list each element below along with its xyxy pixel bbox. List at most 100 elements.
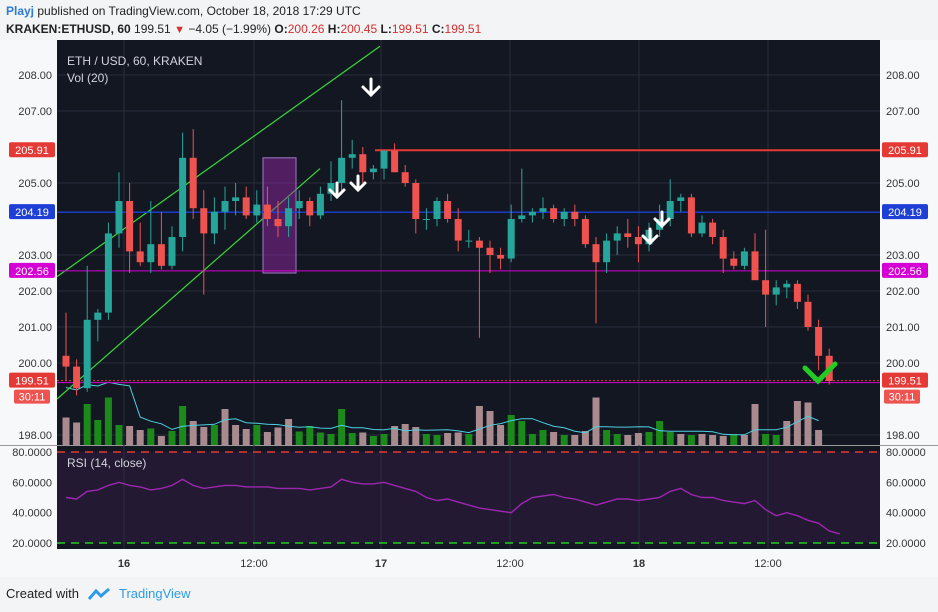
- price-tick-left: 198.00: [18, 430, 52, 442]
- volume-bar: [528, 434, 536, 445]
- candle-body: [62, 355, 70, 367]
- price-chart[interactable]: 198.00 198.00 200.00 200.00 201.00 201.00 202.…: [0, 0, 938, 580]
- candle-body: [401, 172, 409, 183]
- level-label-right-bg: [882, 372, 928, 388]
- volume-bar: [380, 434, 388, 445]
- volume-bar: [306, 426, 314, 445]
- candle-body: [104, 233, 112, 313]
- volume-bar: [497, 425, 505, 445]
- volume-bar: [94, 420, 102, 445]
- rsi-legend: RSI (14, close): [67, 456, 146, 470]
- volume-bar: [560, 435, 568, 445]
- volume-bar: [179, 406, 187, 445]
- volume-bar: [762, 434, 770, 445]
- rsi-pane: [57, 451, 880, 544]
- candle-body: [560, 211, 568, 219]
- candle-body: [380, 150, 388, 169]
- candle-body: [115, 201, 123, 234]
- candle-body: [465, 240, 473, 242]
- volume-bar: [486, 411, 494, 445]
- volume-bar: [295, 431, 303, 445]
- price-tick-right: 201.00: [886, 322, 920, 334]
- right-axis: [880, 40, 938, 549]
- volume-bar: [645, 432, 653, 445]
- price-tick-left: 203.00: [18, 250, 52, 262]
- close-value: 199.51: [444, 22, 482, 36]
- volume-bar: [62, 417, 70, 445]
- candle-body: [295, 201, 303, 209]
- volume-bar: [242, 429, 250, 445]
- candle-body: [316, 193, 324, 216]
- candle-body: [422, 219, 430, 220]
- volume-bar: [709, 435, 717, 445]
- volume-bar: [687, 435, 695, 445]
- symbol-name: KRAKEN:ETHUSD, 60: [6, 22, 131, 36]
- rsi-band: [57, 452, 880, 543]
- candle-body: [793, 283, 801, 302]
- volume-bar: [348, 433, 356, 445]
- sell-arrow-icon: [361, 77, 381, 98]
- high-label: H:: [327, 22, 341, 36]
- volume-bar: [221, 409, 229, 445]
- volume-bar: [157, 436, 165, 445]
- candle-body: [348, 154, 356, 158]
- candle-body: [539, 208, 547, 212]
- volume-bar: [433, 435, 441, 445]
- volume-bar: [656, 421, 664, 445]
- rsi-tick-left: 40.0000: [12, 508, 52, 520]
- volume-bars: [62, 397, 823, 445]
- candle-body: [285, 208, 293, 227]
- candle-body: [592, 244, 600, 263]
- candle-body: [709, 222, 717, 237]
- price-tick-left: 205.00: [18, 178, 52, 190]
- tradingview-logo-icon[interactable]: [87, 587, 111, 601]
- chart-title: ETH / USD, 60, KRAKEN: [67, 54, 202, 68]
- volume-bar: [613, 434, 621, 445]
- candle-body: [719, 237, 727, 259]
- price-tick-left: 200.00: [18, 358, 52, 370]
- candle-body: [613, 233, 621, 241]
- countdown-right: 30:11: [889, 392, 916, 404]
- volume-bar: [751, 404, 759, 445]
- volume-bar: [666, 432, 674, 445]
- candle-body: [73, 366, 81, 389]
- volume-bar: [401, 424, 409, 445]
- time-tick: 12:00: [496, 558, 524, 570]
- volume-bar: [422, 434, 430, 445]
- volume-legend: Vol (20): [67, 71, 108, 85]
- candle-body: [581, 219, 589, 245]
- volume-bar: [274, 427, 282, 445]
- candle-body: [94, 312, 102, 320]
- tradingview-link[interactable]: TradingView: [118, 586, 191, 601]
- sell-arrow-icon: [653, 210, 671, 229]
- candle-body: [624, 233, 632, 237]
- volume-bar: [677, 434, 685, 445]
- volume-bar: [232, 425, 240, 445]
- channel-lower-line: [56, 168, 321, 400]
- candle-body: [687, 197, 695, 234]
- countdown-right-bg: [884, 389, 920, 404]
- candle-body: [242, 197, 250, 216]
- candle-body: [783, 283, 791, 288]
- candle-body: [369, 168, 377, 173]
- candle-body: [698, 222, 706, 234]
- volume-bar: [571, 435, 579, 445]
- open-label: O:: [274, 22, 288, 36]
- down-triangle-icon: ▼: [174, 24, 185, 36]
- volume-bar: [412, 427, 420, 445]
- candle-body: [200, 208, 208, 234]
- close-label: C:: [431, 22, 445, 36]
- candle-body: [634, 237, 642, 245]
- author-name[interactable]: Playj: [6, 4, 35, 18]
- low-label: L:: [380, 22, 392, 36]
- candle-body: [815, 327, 823, 356]
- level-label-right: 204.19: [888, 207, 922, 219]
- volume-bar: [465, 434, 473, 445]
- candle-body: [666, 201, 674, 219]
- rsi-line: [65, 478, 840, 535]
- candle-body: [497, 255, 505, 259]
- time-tick: 12:00: [240, 558, 268, 570]
- volume-bar: [783, 421, 791, 445]
- price-tick-left: 207.00: [18, 106, 52, 118]
- candle-body: [571, 211, 579, 219]
